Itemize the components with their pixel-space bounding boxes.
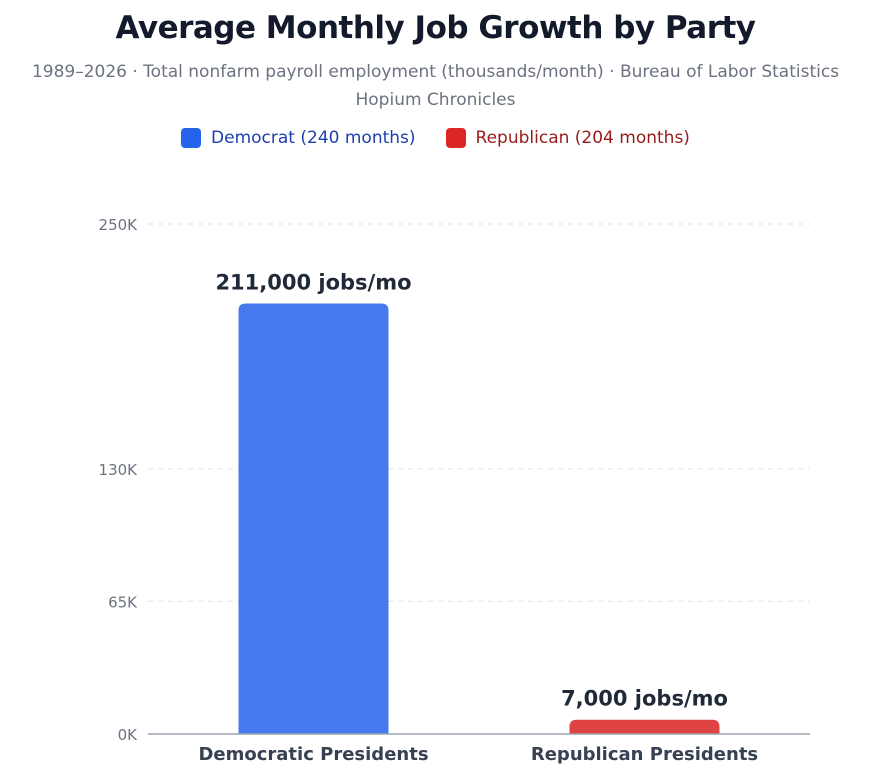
chart-source-credit: Hopium Chronicles <box>355 90 516 110</box>
x-tick-label: Republican Presidents <box>531 744 758 765</box>
legend-item-democrat[interactable]: Democrat (240 months) <box>181 126 416 150</box>
chart-subtitle: 1989–2026 · Total nonfarm payroll employ… <box>31 62 840 82</box>
x-tick-label: Democratic Presidents <box>198 744 428 765</box>
bar-democratic <box>238 303 389 734</box>
y-tick-label: 130K <box>99 461 139 479</box>
y-tick-label: 0K <box>118 726 139 744</box>
y-tick-label: 250K <box>99 216 139 234</box>
bar-republican <box>569 719 720 734</box>
chart-legend: Democrat (240 months) Republican (204 mo… <box>0 126 871 150</box>
data-label: 7,000 jobs/mo <box>561 687 728 711</box>
legend-label-republican: Republican (204 months) <box>475 128 690 148</box>
data-label: 211,000 jobs/mo <box>215 271 411 295</box>
y-tick-label: 65K <box>108 593 138 611</box>
legend-label-democrat: Democrat (240 months) <box>211 128 416 148</box>
legend-item-republican[interactable]: Republican (204 months) <box>445 126 690 150</box>
chart-title: Average Monthly Job Growth by Party <box>115 10 756 46</box>
legend-swatch-democrat <box>181 128 202 148</box>
legend-swatch-republican <box>445 128 466 148</box>
